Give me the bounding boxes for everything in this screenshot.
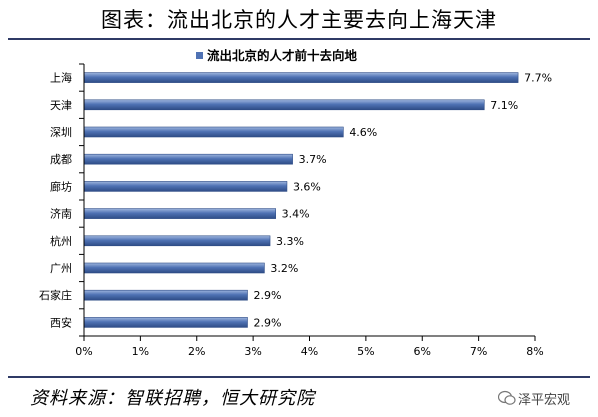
- x-tick-label: 1%: [132, 345, 149, 358]
- category-label: 深圳: [50, 126, 72, 139]
- category-label: 天津: [50, 99, 72, 112]
- x-tick-label: 3%: [244, 345, 261, 358]
- category-label: 济南: [50, 207, 72, 221]
- value-label: 3.4%: [282, 208, 310, 221]
- bar-8: [83, 262, 265, 274]
- value-label: 3.3%: [276, 235, 304, 248]
- value-label: 3.2%: [270, 262, 298, 275]
- bar-1: [83, 72, 519, 83]
- watermark: 泽平宏观: [498, 388, 594, 410]
- x-tick-label: 2%: [188, 345, 205, 358]
- wechat-icon: [498, 390, 516, 405]
- bar-4: [83, 153, 293, 165]
- bar-10: [83, 317, 248, 328]
- source-note: 资料来源：智联招聘，恒大研究院: [30, 388, 315, 409]
- bar-chart: 流出北京的人才前十去向地 7.7% 7.1% 4.6% 3.7% 3.6% 3.4% 3.3…: [39, 48, 552, 358]
- category-label: 广州: [50, 262, 72, 275]
- value-label: 2.9%: [253, 316, 281, 329]
- chart-title: 图表：流出北京的人才主要去向上海天津: [101, 8, 497, 32]
- x-tick-label: 4%: [301, 345, 318, 358]
- legend-label: 流出北京的人才前十去向地: [207, 48, 358, 63]
- bar-9: [83, 289, 248, 301]
- bar-2: [83, 99, 485, 111]
- category-label: 西安: [50, 315, 72, 329]
- category-label: 廊坊: [50, 179, 72, 193]
- category-label: 成都: [50, 153, 72, 166]
- x-tick-label: 0%: [75, 345, 92, 358]
- x-tick-label: 8%: [526, 345, 543, 358]
- title-rule: [8, 38, 590, 40]
- bar-5: [83, 181, 288, 192]
- bar-6: [83, 208, 276, 219]
- x-tick-label: 6%: [414, 345, 431, 358]
- bar-7: [83, 235, 271, 247]
- value-label: 3.7%: [299, 153, 327, 166]
- category-label: 上海: [50, 71, 72, 85]
- value-label: 7.1%: [490, 99, 518, 112]
- category-label: 石家庄: [39, 288, 72, 302]
- value-label: 7.7%: [524, 72, 552, 85]
- bars-group: 7.7% 7.1% 4.6% 3.7% 3.6% 3.4% 3.3% 3.2% 2.9% 2.9%: [83, 72, 552, 329]
- chart-legend: 流出北京的人才前十去向地: [196, 48, 358, 63]
- value-label: 4.6%: [349, 126, 377, 139]
- x-tick-label: 5%: [357, 345, 374, 358]
- footer-rule: [8, 376, 590, 378]
- watermark-text: 泽平宏观: [518, 393, 571, 408]
- bar-3: [83, 126, 344, 138]
- value-label: 3.6%: [293, 180, 321, 193]
- category-label: 杭州: [50, 234, 72, 248]
- x-tick-label: 7%: [470, 345, 487, 358]
- value-label: 2.9%: [253, 289, 281, 302]
- legend-swatch: [196, 52, 203, 59]
